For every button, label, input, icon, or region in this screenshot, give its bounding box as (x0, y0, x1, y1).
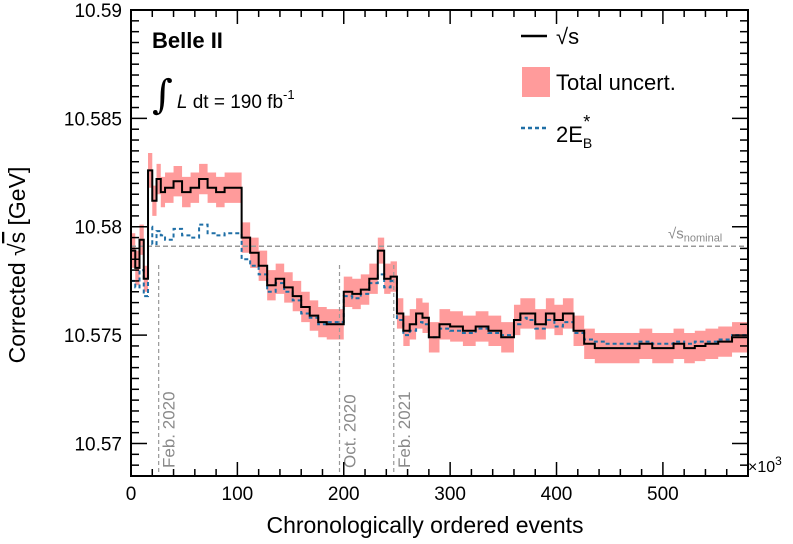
x-tick-label: 0 (126, 484, 137, 505)
tick-layer: 0 100 200 300 400 500 10.57 10.575 10.58 10.585 10… (64, 1, 749, 505)
y-tick-label: 10.585 (64, 109, 122, 130)
y-tick-label: 10.575 (64, 326, 122, 347)
x-tick-label: 400 (541, 484, 573, 505)
x-multiplier: ×103 (748, 454, 782, 476)
nominal-label: √snominal (668, 225, 722, 244)
uncertainty-band (131, 153, 748, 364)
integral-symbol: ∫ (152, 72, 173, 118)
y-tick-label: 10.57 (74, 434, 122, 455)
x-tick-label: 300 (434, 484, 466, 505)
plot-frame (130, 9, 749, 477)
legend-label-sqrt-s: √s (556, 24, 579, 49)
nominal-layer: √snominal (131, 225, 748, 248)
y-tick-label: 10.59 (74, 1, 122, 22)
experiment-label: Belle II (152, 28, 223, 53)
series-sqrt-s-line (131, 169, 748, 350)
x-tick-label: 100 (222, 484, 254, 505)
annotation-label: Oct. 2020 (341, 394, 360, 468)
x-tick-label: 200 (328, 484, 360, 505)
line-layer (131, 169, 748, 350)
annotation-label: Feb. 2020 (160, 391, 179, 468)
annotation-layer: Feb. 2020 Oct. 2020 Feb. 2021 (158, 265, 414, 476)
x-axis-label: Chronologically ordered events (266, 512, 583, 538)
legend-swatch-total-uncert (522, 67, 550, 97)
legend: √s Total uncert. 2EB* (521, 24, 676, 151)
luminosity-label: ∫ L dt = 190 fb-1 (152, 72, 295, 118)
y-tick-label: 10.58 (74, 218, 122, 239)
legend-label-total-uncert: Total uncert. (556, 70, 676, 95)
legend-label-2eb: 2EB* (556, 112, 592, 151)
uncertainty-band-layer (131, 153, 748, 364)
sqrt-symbol: √ (4, 243, 30, 256)
series-2eb-line (131, 223, 748, 345)
annotation-label: Feb. 2021 (395, 391, 414, 468)
y-axis-label: Corrected √s [GeV] (4, 167, 30, 364)
x-tick-label: 500 (647, 484, 679, 505)
